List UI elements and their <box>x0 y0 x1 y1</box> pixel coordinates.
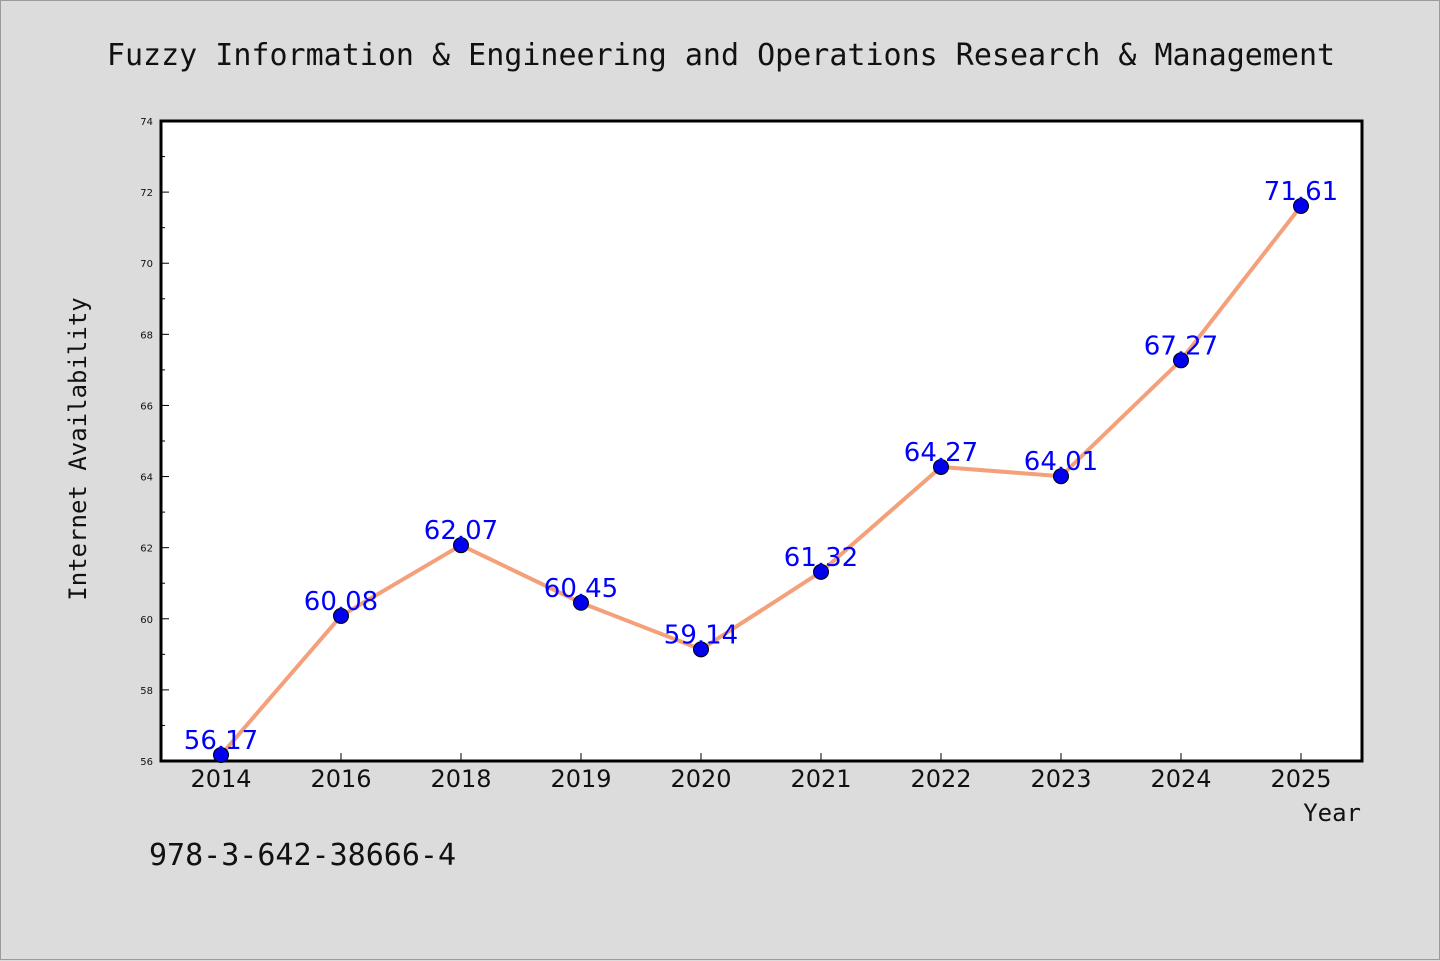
y-tick-label: 56 <box>140 757 153 768</box>
x-tick-label: 2016 <box>310 765 371 793</box>
data-label: 56.17 <box>184 726 258 756</box>
y-tick-label: 66 <box>140 401 153 412</box>
data-point <box>333 607 349 624</box>
data-point <box>1293 197 1309 214</box>
y-tick-label: 68 <box>140 330 153 341</box>
x-tick-label: 2024 <box>1150 765 1211 793</box>
data-point <box>453 537 469 554</box>
y-tick-label: 64 <box>140 473 153 484</box>
data-point <box>933 458 949 475</box>
y-tick-label: 70 <box>140 259 153 270</box>
data-label: 67.27 <box>1144 331 1218 361</box>
x-tick-label: 2020 <box>670 765 731 793</box>
data-label: 64.27 <box>904 438 978 468</box>
x-axis-label: Year <box>1303 799 1361 827</box>
x-axis: 2014 2016 2018 2019 2020 2021 2022 2023 2024 2025 <box>190 753 1332 793</box>
data-point <box>693 641 709 658</box>
y-tick-label: 60 <box>140 615 153 626</box>
chart-title: Fuzzy Information & Engineering and Oper… <box>107 38 1335 73</box>
x-tick-label: 2023 <box>1030 765 1091 793</box>
x-tick-label: 2018 <box>430 765 491 793</box>
y-axis-label: Internet Availability <box>64 297 92 600</box>
data-point <box>1173 352 1189 369</box>
plot-area <box>159 119 1364 763</box>
y-tick-label: 62 <box>140 544 153 555</box>
x-tick-label: 2022 <box>910 765 971 793</box>
data-label: 71.61 <box>1264 177 1338 207</box>
x-tick-label: 2021 <box>790 765 851 793</box>
x-tick-label: 2014 <box>190 765 251 793</box>
series-line <box>219 204 1303 757</box>
data-label: 62.07 <box>424 516 498 546</box>
x-tick-label: 2019 <box>550 765 611 793</box>
data-label: 64.01 <box>1024 447 1098 477</box>
y-tick-label: 58 <box>140 686 153 697</box>
data-point <box>573 594 589 611</box>
x-tick-label: 2025 <box>1270 765 1331 793</box>
data-point <box>813 563 829 580</box>
data-label: 60.45 <box>544 574 618 604</box>
data-label: 61.32 <box>784 543 858 573</box>
data-series: 56.17 60.08 62.07 60.45 59.14 61.32 64.27 64.01… <box>184 177 1338 763</box>
data-label: 59.14 <box>664 620 738 650</box>
y-tick-label: 74 <box>140 117 153 128</box>
y-tick-label: 72 <box>140 188 153 199</box>
isbn-footnote: 978-3-642-38666-4 <box>149 838 456 873</box>
y-axis: 56 58 60 62 64 66 68 70 72 74 <box>140 117 169 768</box>
data-point <box>213 746 229 763</box>
data-point <box>1053 468 1069 485</box>
data-label: 60.08 <box>304 587 378 617</box>
